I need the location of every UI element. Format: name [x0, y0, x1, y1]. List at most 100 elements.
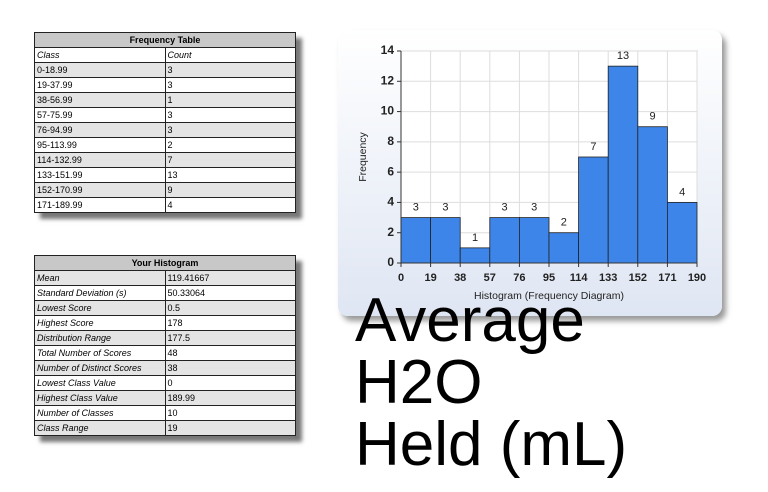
stat-value: 10 — [164, 405, 296, 421]
table-row: Frequency Table — [34, 32, 296, 48]
data-label: 13 — [617, 50, 629, 62]
stat-value: 189.99 — [164, 390, 296, 406]
table-cell: 0-18.99 — [34, 62, 166, 78]
column-header: Count — [164, 47, 296, 63]
stat-label: Lowest Score — [34, 300, 166, 316]
bar — [459, 247, 491, 264]
table-row: 114-132.99 7 — [34, 152, 296, 168]
stat-value: 50.33064 — [164, 285, 296, 301]
table-cell: 3 — [164, 62, 296, 78]
caption-line: Held (mL) — [355, 410, 628, 479]
bar — [518, 217, 550, 264]
table-row: Highest Score 178 — [34, 315, 296, 331]
stat-label: Number of Classes — [34, 405, 166, 421]
table-cell: 152-170.99 — [34, 182, 166, 198]
table-row: Total Number of Scores 48 — [34, 345, 296, 361]
table-row: 133-151.99 13 — [34, 167, 296, 183]
table-cell: 76-94.99 — [34, 122, 166, 138]
y-tick-label: 6 — [387, 164, 394, 178]
stat-value: 0.5 — [164, 300, 296, 316]
table-row: 38-56.99 1 — [34, 92, 296, 108]
table-row: Mean 119.41667 — [34, 270, 296, 286]
stat-label: Distribution Range — [34, 330, 166, 346]
table-title: Frequency Table — [34, 32, 296, 48]
table-title: Your Histogram — [34, 255, 296, 271]
table-row: Class Count — [34, 47, 296, 63]
data-label: 2 — [561, 217, 567, 229]
table-cell: 114-132.99 — [34, 152, 166, 168]
stat-label: Lowest Class Value — [34, 375, 166, 391]
chart-panel: 0 2 4 6 8 10 12 14 0 19 38 57 76 95 114 133 152 171 190 3 3 1… — [338, 30, 722, 316]
table-row: 19-37.99 3 — [34, 77, 296, 93]
table-cell: 133-151.99 — [34, 167, 166, 183]
x-tick-label: 38 — [454, 272, 466, 284]
column-header: Class — [34, 47, 166, 63]
y-tick-label: 14 — [381, 43, 395, 57]
x-tick-label: 0 — [398, 272, 404, 284]
y-tick-label: 4 — [387, 195, 394, 209]
table-cell: 13 — [164, 167, 296, 183]
stat-value: 0 — [164, 375, 296, 391]
table-cell: 171-189.99 — [34, 197, 166, 213]
stat-label: Mean — [34, 270, 166, 286]
data-label: 1 — [472, 232, 478, 244]
table-row: Number of Classes 10 — [34, 405, 296, 421]
table-row: Class Range 19 — [34, 420, 296, 436]
x-tick-label: 171 — [658, 272, 676, 284]
table-cell: 9 — [164, 182, 296, 198]
table-row: Your Histogram — [34, 255, 296, 271]
stat-label: Number of Distinct Scores — [34, 360, 166, 376]
table-row: Distribution Range 177.5 — [34, 330, 296, 346]
x-tick-label: 57 — [484, 272, 496, 284]
table-row: Standard Deviation (s) 50.33064 — [34, 285, 296, 301]
caption-line: H2O — [355, 348, 483, 417]
stat-value: 177.5 — [164, 330, 296, 346]
table-cell: 2 — [164, 137, 296, 153]
stat-value: 48 — [164, 345, 296, 361]
data-label: 7 — [590, 141, 596, 153]
table-row: 95-113.99 2 — [34, 137, 296, 153]
table-cell: 3 — [164, 107, 296, 123]
caption-line: Average — [355, 286, 585, 355]
x-axis-label: Histogram (Frequency Diagram) — [474, 290, 624, 302]
x-tick-label: 133 — [599, 272, 617, 284]
stat-label: Total Number of Scores — [34, 345, 166, 361]
x-tick-label: 19 — [424, 272, 436, 284]
x-tick-label: 95 — [543, 272, 555, 284]
stat-value: 119.41667 — [164, 270, 296, 286]
bar — [666, 202, 698, 264]
data-label: 3 — [442, 201, 448, 213]
table-cell: 1 — [164, 92, 296, 108]
bar — [578, 156, 609, 264]
stat-label: Highest Score — [34, 315, 166, 331]
data-label: 4 — [679, 186, 685, 198]
bar — [489, 217, 520, 264]
y-tick-label: 8 — [387, 134, 394, 148]
table-row: Lowest Class Value 0 — [34, 375, 296, 391]
table-cell: 19-37.99 — [34, 77, 166, 93]
table-cell: 4 — [164, 197, 296, 213]
table-row: Lowest Score 0.5 — [34, 300, 296, 316]
table-cell: 7 — [164, 152, 296, 168]
y-tick-label: 0 — [387, 255, 394, 269]
y-axis-label: Frequency — [357, 131, 369, 181]
table-row: 152-170.99 9 — [34, 182, 296, 198]
y-tick-label: 10 — [381, 104, 395, 118]
stat-label: Standard Deviation (s) — [34, 285, 166, 301]
x-tick-label: 76 — [513, 272, 525, 284]
y-tick-label: 2 — [387, 225, 394, 239]
stat-value: 38 — [164, 360, 296, 376]
data-label: 9 — [650, 111, 656, 123]
data-label: 3 — [531, 201, 537, 213]
table-row: 171-189.99 4 — [34, 197, 296, 213]
stat-value: 19 — [164, 420, 296, 436]
table-cell: 38-56.99 — [34, 92, 166, 108]
stat-value: 178 — [164, 315, 296, 331]
table-cell: 57-75.99 — [34, 107, 166, 123]
data-label: 3 — [413, 201, 419, 213]
table-cell: 95-113.99 — [34, 137, 166, 153]
table-cell: 3 — [164, 122, 296, 138]
bar — [548, 232, 580, 264]
table-row: 0-18.99 3 — [34, 62, 296, 78]
